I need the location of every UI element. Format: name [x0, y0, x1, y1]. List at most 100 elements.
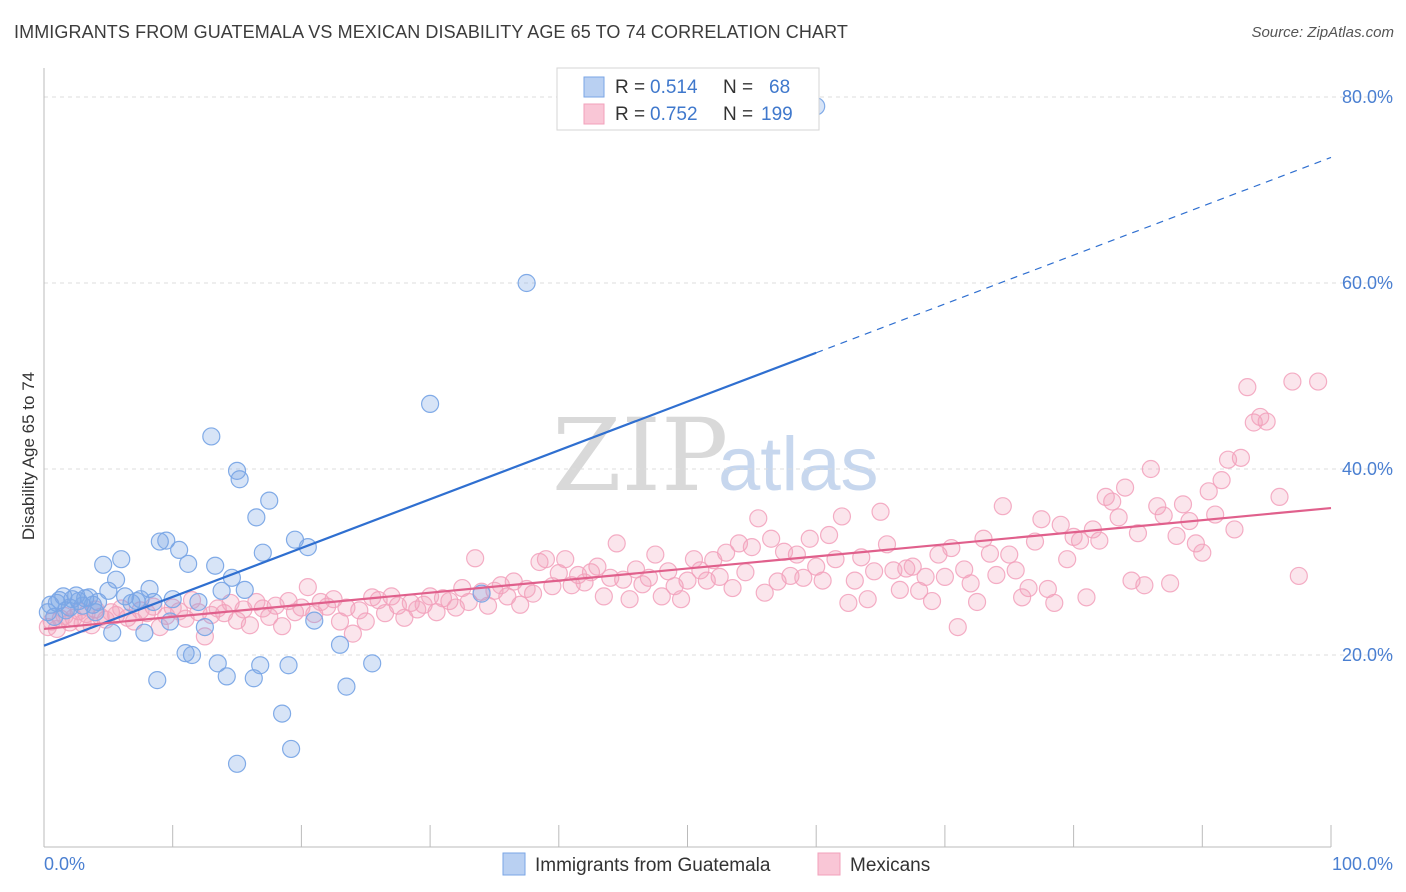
data-point-mexicans [987, 565, 1006, 585]
data-point-mexicans [935, 567, 955, 586]
data-point-mexicans [800, 529, 819, 548]
series-mexicans [38, 372, 1328, 646]
data-point-guatemala [195, 617, 214, 637]
chart-title: IMMIGRANTS FROM GUATEMALA VS MEXICAN DIS… [14, 22, 848, 42]
data-point-mexicans [710, 567, 729, 586]
data-point-mexicans [1006, 561, 1025, 580]
data-point-guatemala [83, 595, 103, 614]
data-point-mexicans [1000, 545, 1019, 564]
data-point-mexicans [1283, 372, 1302, 391]
data-point-mexicans [1257, 412, 1276, 431]
data-point-guatemala [212, 581, 231, 600]
x-tick-label-min: 0.0% [44, 854, 85, 874]
data-point-mexicans [1032, 510, 1051, 529]
data-point-mexicans [671, 590, 691, 609]
data-point-mexicans [511, 595, 530, 614]
data-point-guatemala [189, 592, 208, 612]
data-point-mexicans [961, 574, 980, 593]
data-point-guatemala [517, 273, 536, 293]
data-point-mexicans [1161, 574, 1180, 593]
data-point-mexicans [890, 580, 909, 600]
data-point-mexicans [903, 557, 922, 576]
trend-line-mexicans [43, 506, 1332, 631]
data-point-mexicans [195, 627, 214, 646]
watermark-atlas: atlas [718, 422, 879, 507]
data-point-guatemala [148, 671, 167, 690]
data-point-mexicans [1154, 506, 1173, 525]
legend-swatch-mexicans [583, 103, 605, 125]
data-point-mexicans [247, 592, 266, 612]
data-point-mexicans [897, 559, 916, 578]
source-label: Source: ZipAtlas.com [1251, 24, 1394, 41]
data-point-mexicans [620, 590, 639, 609]
data-point-guatemala [363, 654, 382, 673]
data-point-mexicans [717, 543, 736, 562]
trend-lines [43, 156, 1332, 647]
data-point-mexicans [845, 571, 864, 590]
data-point-mexicans [440, 591, 459, 611]
data-point-guatemala [305, 611, 324, 630]
data-point-mexicans [1173, 495, 1193, 514]
data-point-mexicans [678, 571, 697, 590]
y-tick-label: 40.0% [1342, 459, 1393, 479]
data-point-mexicans [1186, 534, 1205, 553]
data-point-mexicans [588, 557, 607, 576]
data-point-mexicans [980, 544, 1000, 563]
series-guatemala [38, 97, 826, 773]
bottom-legend-label-mexicans: Mexicans [850, 855, 930, 876]
data-point-guatemala [282, 739, 301, 759]
data-point-guatemala [94, 555, 113, 574]
data-point-mexicans [1058, 550, 1077, 569]
bottom-legend-swatch-mexicans [817, 852, 841, 876]
data-point-mexicans [356, 612, 375, 631]
data-point-guatemala [182, 645, 202, 665]
trend-line-guatemala [43, 351, 817, 647]
data-point-mexicans [1148, 497, 1167, 516]
data-point-mexicans [1225, 520, 1244, 539]
data-point-mexicans [1103, 492, 1122, 511]
data-point-mexicans [240, 616, 260, 635]
data-point-mexicans [1019, 578, 1038, 598]
bottom-legend-label-guatemala: Immigrants from Guatemala [535, 855, 771, 876]
data-point-mexicans [1238, 378, 1257, 397]
data-point-mexicans [350, 601, 369, 620]
data-point-guatemala [253, 543, 272, 562]
data-point-mexicans [742, 538, 761, 557]
bottom-legend-swatch-guatemala [502, 852, 526, 876]
data-point-mexicans [839, 593, 858, 613]
data-point-guatemala [103, 623, 122, 642]
data-point-guatemala [206, 556, 225, 575]
data-point-guatemala [230, 470, 249, 489]
data-point-mexicans [922, 591, 942, 611]
data-point-mexicans [1270, 487, 1289, 506]
legend-r-label-mexicans: R = [615, 104, 645, 125]
legend-n-label-mexicans: N = [723, 104, 753, 125]
data-point-guatemala [330, 635, 350, 654]
data-point-guatemala [247, 508, 266, 527]
data-point-mexicans [1090, 531, 1109, 550]
data-point-guatemala [112, 550, 131, 569]
x-axis-ticks [43, 825, 1332, 847]
data-point-guatemala [337, 677, 356, 696]
data-point-mexicans [459, 592, 478, 612]
data-point-guatemala [217, 667, 236, 686]
data-point-mexicans [993, 497, 1012, 516]
data-point-mexicans [536, 550, 556, 569]
data-point-guatemala [157, 531, 176, 550]
data-point-guatemala [88, 592, 108, 612]
data-point-mexicans [523, 584, 543, 603]
data-point-mexicans [1231, 448, 1251, 467]
data-point-guatemala [208, 654, 227, 673]
legend-r-value-guatemala: 0.514 [650, 77, 698, 98]
data-point-guatemala [135, 623, 154, 642]
legend-n-value-guatemala: 68 [769, 77, 790, 98]
data-point-mexicans [832, 507, 852, 526]
data-point-mexicans [1199, 482, 1218, 501]
data-point-mexicans [646, 545, 665, 564]
data-point-mexicans [594, 587, 613, 606]
data-point-guatemala [227, 754, 247, 773]
legend-swatch-guatemala [583, 76, 605, 98]
data-point-mexicans [1051, 515, 1070, 534]
data-point-guatemala [235, 580, 254, 600]
